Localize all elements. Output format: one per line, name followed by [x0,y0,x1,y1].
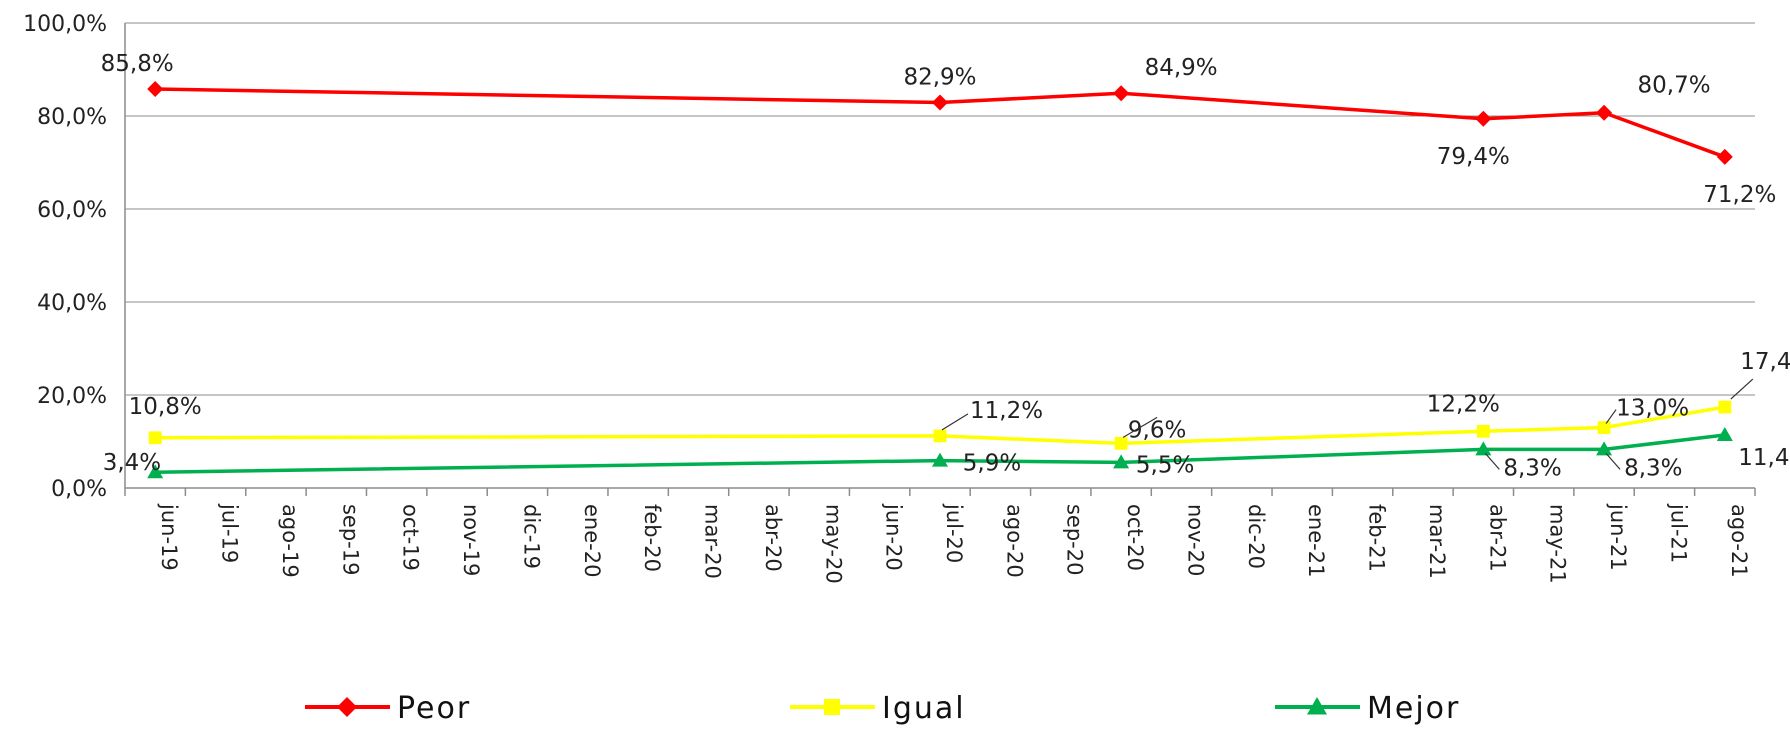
data-point-peor [147,81,164,98]
data-label-igual: 10,8% [129,394,202,420]
x-tick-label: jun-19 [157,503,181,571]
data-label-peor: 71,2% [1703,182,1776,208]
series-line-peor [155,87,1726,159]
y-tick-label: 20,0% [37,384,107,409]
legend-marker-mejor [1307,697,1327,715]
x-tick-label: sep-20 [1063,504,1087,576]
x-tick-label: ago-21 [1727,504,1751,578]
x-tick-label: ene-21 [1304,504,1328,577]
data-label-peor: 80,7% [1638,73,1711,99]
data-label-peor: 79,4% [1437,144,1510,170]
x-tick-label: mar-21 [1425,504,1449,579]
data-labels: 85,8% 82,9% 84,9% 79,4% 80,7% 71,2% 10,8% 11,2%… [101,51,1790,481]
x-tick-label: mar-20 [701,504,725,579]
leader-line [1730,378,1754,400]
series-line-igual [155,405,1726,446]
data-label-mejor: 5,9% [963,451,1021,477]
data-point-mejor [1475,441,1492,456]
y-tick-label: 80,0% [37,105,107,130]
data-point-igual [148,431,162,445]
data-point-igual [1718,400,1732,414]
y-axis: 0,0% 20,0% 40,0% 60,0% 80,0% 100,0% [23,12,126,502]
series-line-mejor [155,433,1726,474]
data-point-igual [1597,421,1611,434]
y-tick-label: 60,0% [37,198,107,223]
x-tick-label: jul-21 [1666,503,1690,563]
leader-line [941,413,969,431]
x-tick-label: abr-20 [761,504,785,572]
x-tick-label: nov-19 [459,504,483,576]
data-point-mejor [1716,426,1733,441]
legend-marker-peor [337,697,357,717]
data-label-mejor: 3,4% [103,450,161,476]
data-point-mejor [147,464,164,479]
legend-marker-igual [824,699,840,715]
x-tick-label: dic-20 [1244,504,1268,569]
data-label-igual: 17,4% [1740,349,1790,375]
leader-line [1122,416,1158,438]
x-tick-label: may-20 [821,504,845,584]
legend-label-mejor: Mejor [1367,691,1460,726]
data-point-igual [933,429,947,443]
data-label-mejor: 11,4% [1738,445,1790,471]
legend-label-igual: Igual [882,691,966,726]
x-tick-label: ago-20 [1002,504,1026,578]
x-tick-label: ago-19 [278,504,302,578]
y-tick-label: 0,0% [51,477,107,502]
data-label-peor: 84,9% [1145,55,1218,81]
x-tick-label: ene-20 [580,504,604,577]
x-tick-label: may-21 [1546,504,1570,584]
data-point-peor [932,94,948,111]
data-label-mejor: 5,5% [1136,452,1194,478]
x-axis: jun-19 jul-19 ago-19 sep-19 oct-19 nov-19 dic-… [124,487,1756,584]
series-layer [147,81,1733,479]
data-point-peor [1596,104,1613,121]
data-label-mejor: 8,3% [1503,455,1561,481]
legend-label-peor: Peor [397,691,471,726]
leader-line [1605,453,1621,470]
y-tick-label: 100,0% [23,12,107,37]
legend: Peor Igual Mejor [305,691,1460,726]
x-tick-label: oct-20 [1123,504,1147,571]
data-point-igual [1114,436,1128,450]
data-label-mejor: 8,3% [1624,455,1682,481]
data-point-igual [1476,424,1490,438]
x-tick-label: nov-20 [1183,504,1207,576]
x-tick-label: sep-19 [338,504,362,576]
data-label-peor: 85,8% [101,51,174,77]
data-label-igual: 9,6% [1128,417,1186,443]
data-point-mejor [932,452,948,467]
data-label-igual: 13,0% [1616,396,1689,422]
leader-line [1484,453,1500,470]
x-tick-label: jul-19 [218,503,242,563]
data-point-peor [1716,148,1733,165]
data-label-peor: 82,9% [903,65,976,91]
leader-line [1605,409,1617,424]
data-point-peor [1475,110,1492,127]
x-tick-label: jun-20 [882,503,906,571]
x-tick-label: feb-20 [640,504,664,572]
data-point-mejor [1596,441,1613,456]
x-tick-label: jun-21 [1606,503,1630,571]
data-point-peor [1113,85,1130,102]
x-tick-label: feb-21 [1365,504,1389,572]
data-label-igual: 12,2% [1427,391,1500,417]
x-tick-label: oct-19 [399,504,423,571]
x-tick-label: dic-19 [519,504,543,569]
x-tick-label: abr-21 [1485,504,1509,572]
y-tick-label: 40,0% [37,291,107,316]
x-tick-label: jul-20 [942,503,966,563]
data-label-igual: 11,2% [970,398,1043,424]
data-point-mejor [1113,454,1130,469]
